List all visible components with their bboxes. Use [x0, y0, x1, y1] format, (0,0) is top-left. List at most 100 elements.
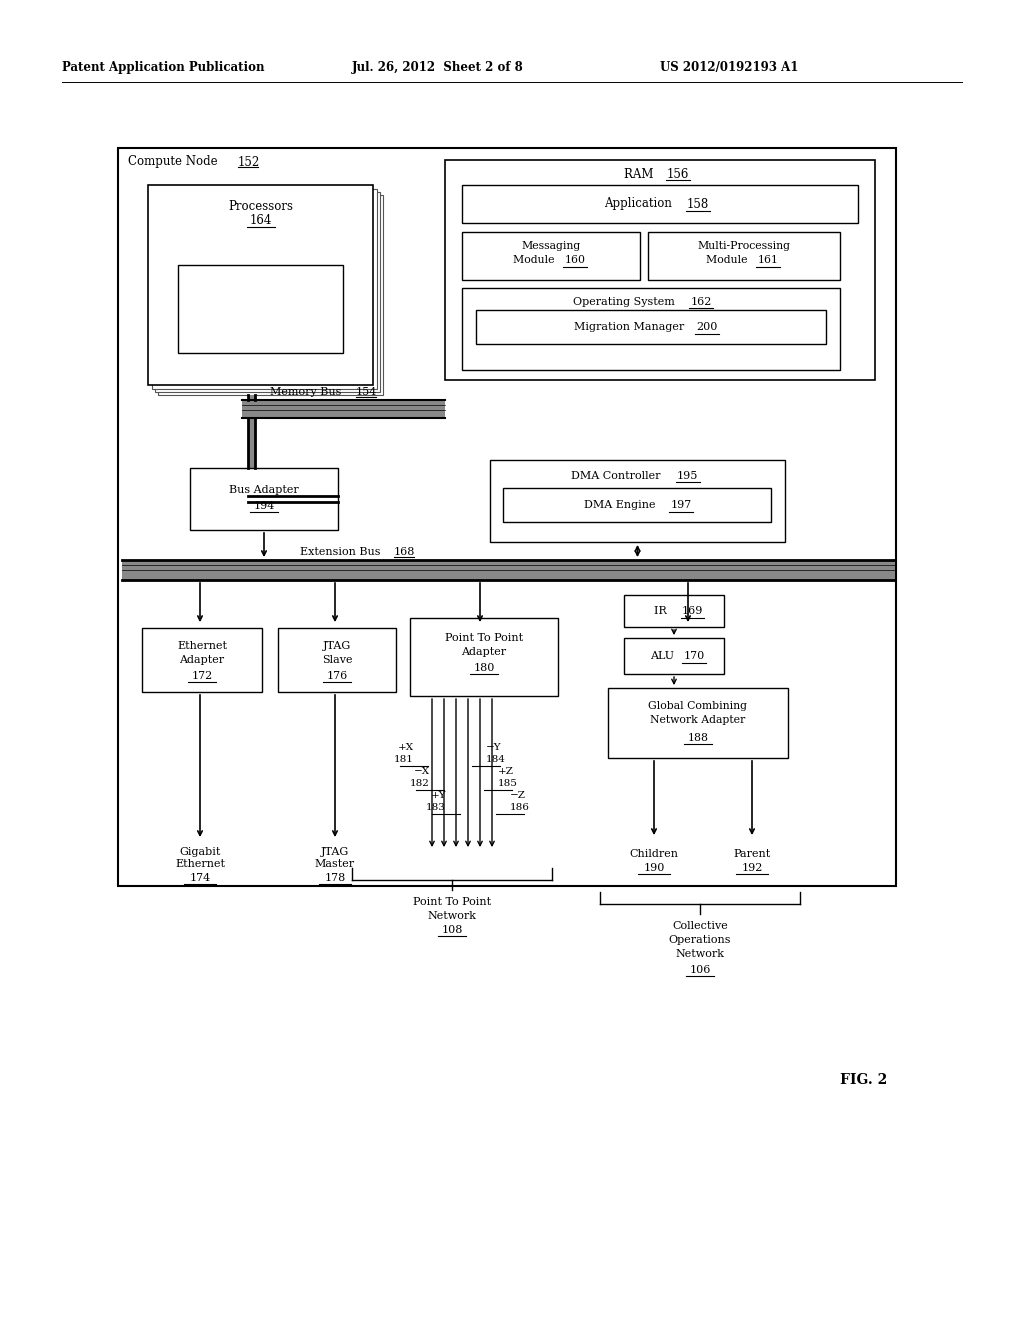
Bar [490, 459, 785, 543]
Bar [178, 265, 343, 352]
Text: JTAG: JTAG [323, 642, 351, 651]
Text: 172: 172 [191, 671, 213, 681]
Text: FIG. 2: FIG. 2 [840, 1073, 887, 1086]
Text: 161: 161 [758, 255, 778, 265]
Text: −Z: −Z [510, 792, 526, 800]
Text: 184: 184 [486, 755, 506, 764]
Text: 174: 174 [189, 873, 211, 883]
Bar [503, 488, 771, 521]
Bar [122, 560, 895, 579]
Bar [608, 688, 788, 758]
Text: 154: 154 [356, 387, 378, 397]
Text: Point To Point: Point To Point [445, 634, 523, 643]
Bar [148, 185, 373, 385]
Text: Parent: Parent [733, 849, 771, 859]
Text: Bus Adapter: Bus Adapter [229, 484, 299, 495]
Text: Network: Network [676, 949, 725, 960]
Text: 160: 160 [564, 255, 586, 265]
Text: Processors: Processors [228, 201, 293, 214]
Text: 170: 170 [683, 651, 705, 661]
Text: 200: 200 [696, 322, 718, 333]
Bar [248, 418, 255, 469]
Text: 169: 169 [681, 606, 702, 616]
Text: −X: −X [414, 767, 430, 776]
Text: 176: 176 [327, 671, 347, 681]
Text: 190: 190 [643, 863, 665, 873]
Bar [445, 160, 874, 380]
Text: 158: 158 [687, 198, 710, 210]
Text: Messaging: Messaging [521, 242, 581, 251]
Bar [242, 400, 445, 418]
Bar [462, 185, 858, 223]
Text: 186: 186 [510, 804, 529, 813]
Text: IR: IR [654, 606, 674, 616]
Bar [648, 232, 840, 280]
Text: DMA Engine: DMA Engine [584, 500, 663, 510]
Text: 152: 152 [238, 156, 260, 169]
Text: Multi-Processing: Multi-Processing [697, 242, 791, 251]
Text: Point To Point: Point To Point [413, 898, 492, 907]
Text: Gigabit: Gigabit [179, 847, 221, 857]
Text: Collective: Collective [672, 921, 728, 931]
Text: Extension Bus: Extension Bus [300, 546, 387, 557]
Text: 166: 166 [249, 310, 271, 323]
Text: 156: 156 [667, 168, 689, 181]
Text: Slave: Slave [322, 655, 352, 665]
Text: Migration Manager: Migration Manager [574, 322, 691, 333]
Text: 185: 185 [498, 780, 518, 788]
Bar [118, 148, 896, 886]
Text: Adapter: Adapter [462, 647, 507, 657]
Text: 192: 192 [741, 863, 763, 873]
Text: 108: 108 [441, 925, 463, 935]
Text: Application: Application [604, 198, 680, 210]
Text: Patent Application Publication: Patent Application Publication [62, 62, 264, 74]
Text: Ethernet: Ethernet [175, 859, 225, 869]
Bar [142, 628, 262, 692]
Text: Module: Module [513, 255, 561, 265]
Text: −Y: −Y [486, 743, 502, 752]
Text: ALU: ALU [650, 651, 682, 661]
Bar [158, 195, 383, 395]
Bar [462, 232, 640, 280]
Text: 106: 106 [689, 965, 711, 975]
Bar [152, 189, 377, 389]
Bar [624, 595, 724, 627]
Text: Global Combining: Global Combining [648, 701, 748, 711]
Text: 182: 182 [411, 780, 430, 788]
Text: +Z: +Z [498, 767, 514, 776]
Text: Network: Network [427, 911, 476, 921]
Bar [278, 628, 396, 692]
Text: 181: 181 [394, 755, 414, 764]
Text: Children: Children [630, 849, 679, 859]
Text: 195: 195 [677, 471, 698, 480]
Text: Jul. 26, 2012  Sheet 2 of 8: Jul. 26, 2012 Sheet 2 of 8 [352, 62, 523, 74]
Bar [476, 310, 826, 345]
Text: 164: 164 [249, 214, 271, 227]
Text: Module: Module [706, 255, 755, 265]
Text: +X: +X [398, 743, 414, 752]
Text: Operating System: Operating System [572, 297, 681, 308]
Text: 194: 194 [253, 502, 274, 511]
Text: 188: 188 [687, 733, 709, 743]
Text: 162: 162 [690, 297, 712, 308]
Text: ALU: ALU [248, 294, 273, 308]
Text: 168: 168 [394, 546, 416, 557]
Text: Ethernet: Ethernet [177, 642, 227, 651]
Text: Network Adapter: Network Adapter [650, 715, 745, 725]
Text: 178: 178 [325, 873, 346, 883]
Text: 183: 183 [426, 804, 446, 813]
Text: RAM: RAM [624, 168, 660, 181]
Text: Adapter: Adapter [179, 655, 224, 665]
Text: 197: 197 [671, 500, 691, 510]
Text: Memory Bus: Memory Bus [270, 387, 348, 397]
Bar [248, 496, 338, 502]
Bar [248, 395, 255, 400]
Bar [155, 191, 380, 392]
Bar [190, 469, 338, 531]
Text: US 2012/0192193 A1: US 2012/0192193 A1 [660, 62, 799, 74]
Bar [462, 288, 840, 370]
Text: 180: 180 [473, 663, 495, 673]
Text: DMA Controller: DMA Controller [571, 471, 668, 480]
Text: Compute Node: Compute Node [128, 156, 225, 169]
Text: +Y: +Y [430, 792, 446, 800]
